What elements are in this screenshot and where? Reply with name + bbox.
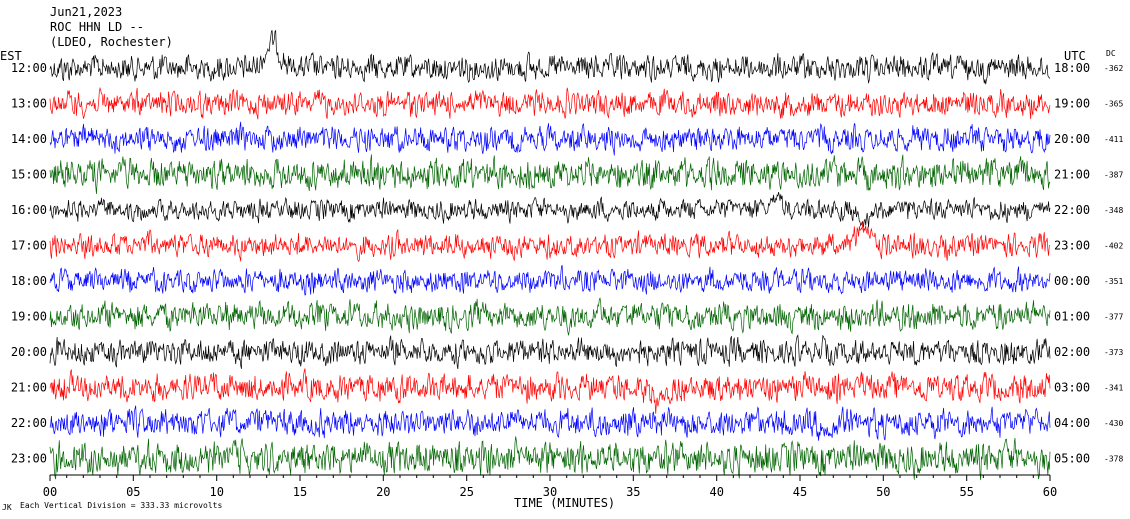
est-tick-label: 13:00 — [11, 97, 47, 111]
est-tick-label: 20:00 — [11, 345, 47, 359]
est-tick-label: 22:00 — [11, 416, 47, 430]
dc-value-label: -402 — [1104, 242, 1123, 251]
dc-column-label: DC — [1106, 49, 1116, 58]
est-tick-label: 23:00 — [11, 452, 47, 466]
dc-value-label: -430 — [1104, 419, 1123, 428]
trace-1900 — [49, 297, 1051, 336]
x-tick-label: 00 — [43, 485, 57, 499]
trace-1600 — [49, 191, 1051, 228]
est-tick-label: 17:00 — [11, 239, 47, 253]
utc-tick-label: 18:00 — [1054, 61, 1090, 75]
dc-value-label: -351 — [1104, 277, 1123, 286]
dc-value-label: -362 — [1104, 64, 1123, 73]
utc-tick-label: 19:00 — [1054, 97, 1090, 111]
trace-1800 — [49, 264, 1051, 296]
est-axis-label: EST — [0, 49, 22, 63]
trace-2000 — [49, 334, 1051, 370]
x-tick-label: 15 — [293, 485, 307, 499]
est-tick-label: 16:00 — [11, 203, 47, 217]
utc-tick-label: 04:00 — [1054, 416, 1090, 430]
vertical-division-note: Each Vertical Division = 333.33 microvol… — [20, 501, 222, 510]
header-network: (LDEO, Rochester) — [50, 35, 173, 49]
trace-2200 — [49, 405, 1051, 441]
row-label-group: 12:00 18:00 -362 13:00 19:00 -365 14:00 20:00 -4… — [11, 61, 1124, 466]
trace-1300 — [49, 86, 1051, 120]
trace-1400 — [49, 121, 1051, 156]
x-tick-label: 20 — [376, 485, 390, 499]
x-tick-label: 05 — [126, 485, 140, 499]
x-axis-title: TIME (MINUTES) — [514, 496, 615, 510]
est-tick-label: 18:00 — [11, 274, 47, 288]
trace-2100 — [49, 368, 1051, 414]
header-date: Jun21,2023 — [50, 5, 122, 19]
x-tick-label: 35 — [626, 485, 640, 499]
est-tick-label: 19:00 — [11, 310, 47, 324]
dc-value-label: -387 — [1104, 171, 1123, 180]
trace-2300 — [49, 436, 1051, 481]
utc-tick-label: 20:00 — [1054, 132, 1090, 146]
utc-tick-label: 22:00 — [1054, 203, 1090, 217]
trace-1500 — [49, 154, 1051, 195]
dc-value-label: -341 — [1104, 384, 1123, 393]
dc-value-label: -378 — [1104, 455, 1123, 464]
utc-tick-label: 02:00 — [1054, 345, 1090, 359]
x-tick-label: 55 — [959, 485, 973, 499]
header-station: ROC HHN LD -- — [50, 20, 144, 34]
corner-mark: JK — [2, 503, 12, 512]
utc-tick-label: 01:00 — [1054, 310, 1090, 324]
utc-tick-label: 23:00 — [1054, 239, 1090, 253]
utc-tick-label: 03:00 — [1054, 381, 1090, 395]
dc-value-label: -348 — [1104, 206, 1123, 215]
utc-tick-label: 00:00 — [1054, 274, 1090, 288]
est-tick-label: 12:00 — [11, 61, 47, 75]
x-tick-label: 25 — [459, 485, 473, 499]
x-tick-label: 40 — [709, 485, 723, 499]
dc-value-label: -365 — [1104, 100, 1123, 109]
est-tick-label: 21:00 — [11, 381, 47, 395]
dc-value-label: -373 — [1104, 348, 1123, 357]
x-axis: 00 05 10 15 20 25 30 35 40 45 50 55 60 — [43, 474, 1057, 499]
utc-axis-label: UTC — [1064, 49, 1086, 63]
trace-1200 — [49, 29, 1051, 85]
x-tick-label: 60 — [1043, 485, 1057, 499]
dc-value-label: -377 — [1104, 313, 1123, 322]
utc-tick-label: 05:00 — [1054, 452, 1090, 466]
est-tick-label: 15:00 — [11, 168, 47, 182]
x-tick-label: 50 — [876, 485, 890, 499]
x-tick-label: 10 — [209, 485, 223, 499]
x-tick-label: 45 — [793, 485, 807, 499]
est-tick-label: 14:00 — [11, 132, 47, 146]
utc-tick-label: 21:00 — [1054, 168, 1090, 182]
trace-1700 — [49, 221, 1051, 262]
dc-value-label: -411 — [1104, 135, 1123, 144]
x-tick-label: 30 — [543, 485, 557, 499]
trace-group — [49, 29, 1051, 481]
